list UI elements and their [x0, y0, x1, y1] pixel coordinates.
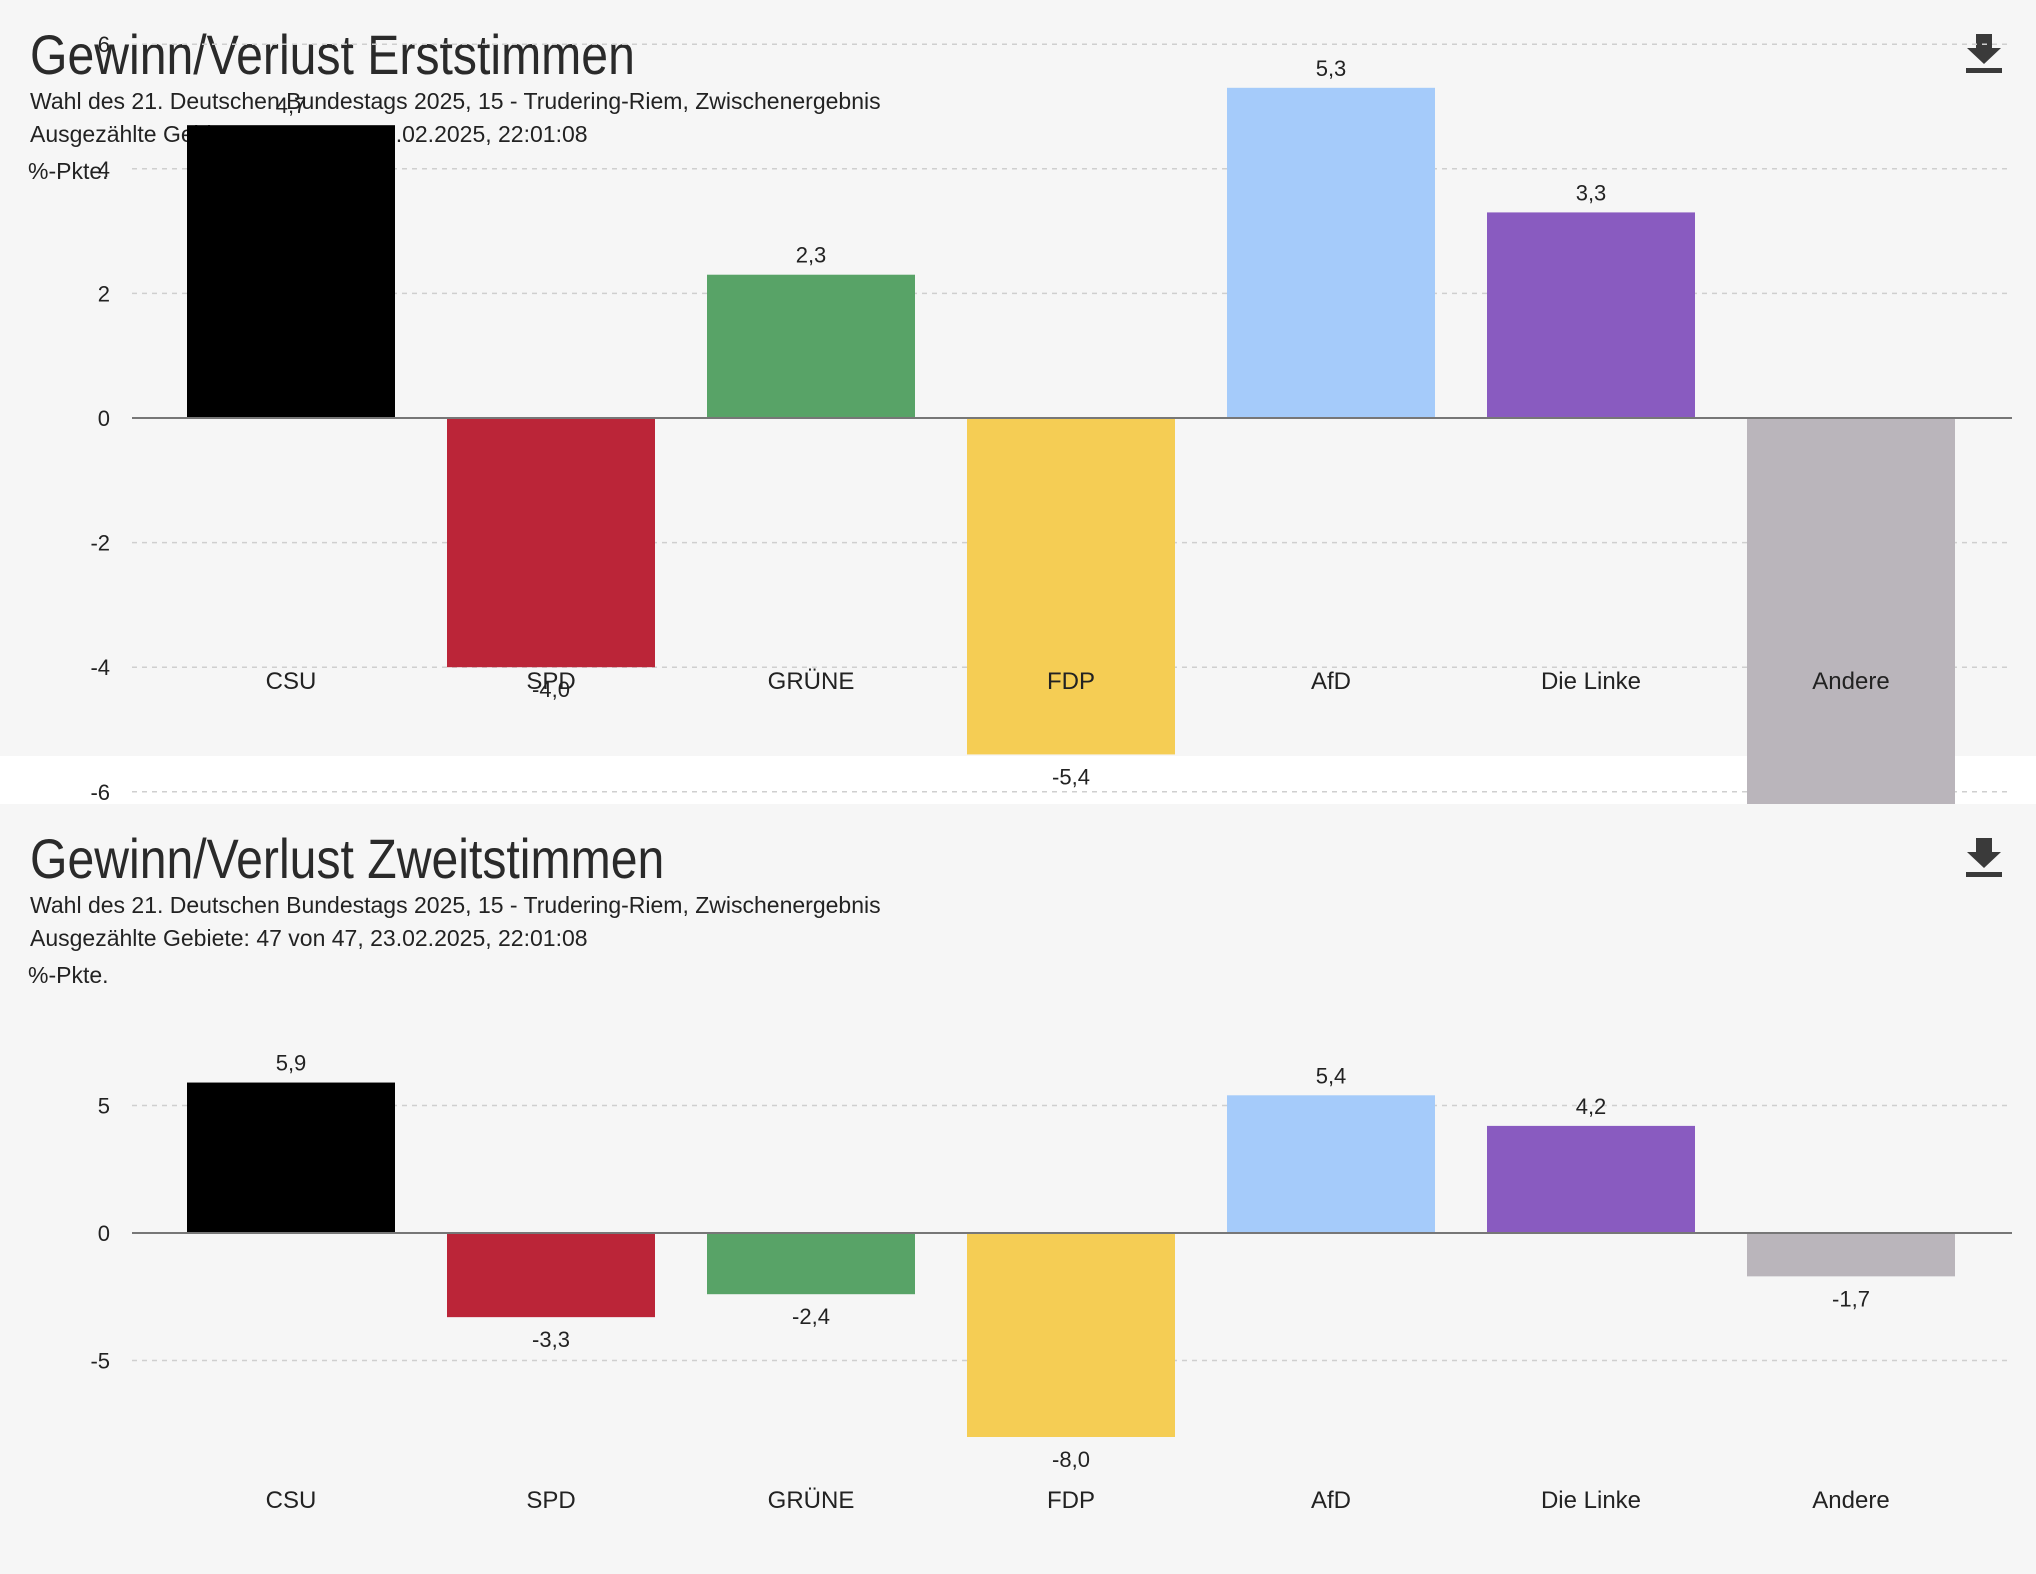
- data-label: 5,4: [1316, 1063, 1347, 1088]
- x-tick-label: SPD: [526, 668, 575, 695]
- chart-subtitle-election: Wahl des 21. Deutschen Bundestags 2025, …: [30, 892, 881, 918]
- x-tick-label: Die Linke: [1541, 668, 1641, 695]
- y-tick-label: 5: [98, 1094, 110, 1119]
- data-label: 5,9: [276, 1051, 307, 1076]
- download-button[interactable]: [1964, 30, 2004, 74]
- y-tick-label: 0: [98, 1221, 110, 1246]
- x-tick-label: AfD: [1311, 668, 1351, 695]
- x-tick-label: Andere: [1812, 668, 1889, 695]
- bar-fdp: [967, 418, 1175, 755]
- download-icon: [1966, 34, 2002, 73]
- y-tick-label: -5: [90, 1349, 110, 1374]
- y-tick-label: -2: [90, 531, 110, 556]
- bar-spd: [447, 418, 655, 668]
- download-icon: [1966, 838, 2002, 877]
- y-tick-label: -6: [90, 780, 110, 805]
- x-tick-label: FDP: [1047, 1487, 1095, 1514]
- bar-csu: [187, 125, 395, 418]
- bar-csu: [187, 1082, 395, 1233]
- data-label: -8,0: [1052, 1447, 1090, 1472]
- y-tick-label: 2: [98, 281, 110, 306]
- x-tick-label: FDP: [1047, 668, 1095, 695]
- chart-panel-erststimmen: Gewinn/Verlust Erststimmen Wahl des 21. …: [0, 0, 2036, 839]
- y-tick-label: 4: [98, 157, 110, 182]
- chart-title: Gewinn/Verlust Erststimmen: [30, 23, 635, 86]
- data-label: -1,7: [1832, 1286, 1870, 1311]
- data-label: 5,3: [1316, 56, 1347, 81]
- bar-andere: [1747, 418, 1955, 805]
- bar-fdp: [967, 1233, 1175, 1437]
- x-tick-label: CSU: [266, 1487, 317, 1514]
- data-label: -4,0: [532, 677, 570, 702]
- bar-afd: [1227, 1095, 1435, 1233]
- chart-subtitle-counted-areas: Ausgezählte Gebiete: 47 von 47, 23.02.20…: [30, 925, 588, 951]
- bar-grüne: [707, 274, 915, 418]
- bar-chart-zweitstimmen: 5 0 -5 5,9 CSU -3,3 SPD -2,4 GRÜNE -8,0 FDP 5,4 AfD 4…: [90, 1051, 2012, 1514]
- data-label: 3,3: [1576, 180, 1607, 205]
- y-tick-label: 0: [98, 406, 110, 431]
- x-tick-label: AfD: [1311, 1487, 1351, 1514]
- x-tick-label: SPD: [526, 1487, 575, 1514]
- y-tick-label: 6: [98, 32, 110, 57]
- x-tick-label: GRÜNE: [768, 1487, 855, 1514]
- data-label: 2,3: [796, 243, 827, 268]
- chart-panel-zweitstimmen: Gewinn/Verlust Zweitstimmen Wahl des 21.…: [0, 804, 2036, 1574]
- data-label: 4,7: [276, 93, 307, 118]
- data-label: -3,3: [532, 1327, 570, 1352]
- bar-spd: [447, 1233, 655, 1318]
- download-button[interactable]: [1964, 834, 2004, 878]
- y-tick-label: -4: [90, 655, 110, 680]
- data-label: -2,4: [792, 1304, 830, 1329]
- y-axis-unit-label: %-Pkte.: [28, 158, 109, 184]
- bar-afd: [1227, 87, 1435, 418]
- chart-subtitle-election: Wahl des 21. Deutschen Bundestags 2025, …: [30, 88, 881, 114]
- bar-die-linke: [1487, 212, 1695, 418]
- bar-grüne: [707, 1233, 915, 1295]
- chart-title: Gewinn/Verlust Zweitstimmen: [30, 827, 665, 890]
- bar-andere: [1747, 1233, 1955, 1277]
- data-label: 4,2: [1576, 1094, 1607, 1119]
- x-tick-label: CSU: [266, 668, 317, 695]
- y-axis-unit-label: %-Pkte.: [28, 962, 109, 988]
- x-tick-label: Andere: [1812, 1487, 1889, 1514]
- bar-die-linke: [1487, 1125, 1695, 1233]
- x-tick-label: GRÜNE: [768, 668, 855, 695]
- data-label: -5,4: [1052, 764, 1090, 789]
- x-tick-label: Die Linke: [1541, 1487, 1641, 1514]
